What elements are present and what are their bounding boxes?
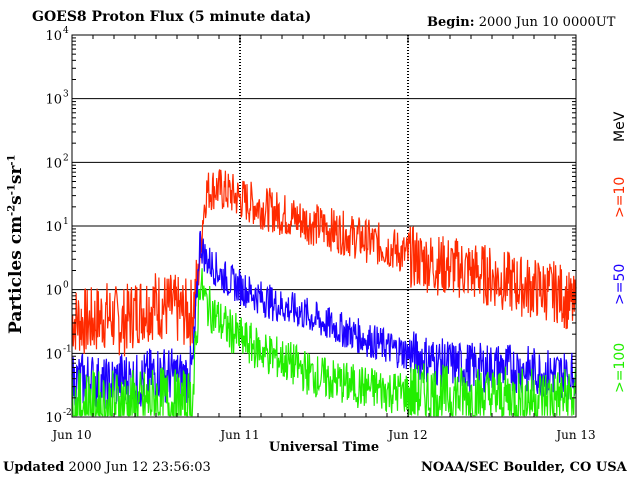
y-tick-exponent-1: -1 xyxy=(63,344,72,354)
updated-value: 2000 Jun 12 23:56:03 xyxy=(68,460,211,475)
begin-date: Begin: 2000 Jun 10 0000UT xyxy=(427,15,615,30)
x-tick-label-1: Jun 11 xyxy=(218,428,259,442)
y-tick-label-0: 10 xyxy=(45,411,62,426)
y-tick-label-1: 10 xyxy=(45,347,62,362)
y-tick-exponent-0: -2 xyxy=(63,408,72,418)
y-tick-exponent-5: 3 xyxy=(63,90,69,100)
begin-value: 2000 Jun 10 0000UT xyxy=(478,15,616,30)
series-line-ge10 xyxy=(71,169,577,357)
chart-title: GOES8 Proton Flux (5 minute data) xyxy=(32,9,312,25)
begin-label: Begin: xyxy=(427,15,475,30)
legend-ge50: >=50 xyxy=(612,263,628,305)
y-tick-exponent-2: 0 xyxy=(63,281,69,291)
y-tick-exponent-3: 1 xyxy=(63,217,69,227)
y-axis-title-particles: Particles cm-2s-1sr-1 xyxy=(6,154,26,335)
legend-unit: MeV xyxy=(612,111,628,142)
x-tick-label-0: Jun 10 xyxy=(50,428,91,442)
y-tick-label-4: 10 xyxy=(45,156,62,171)
updated-stamp: Updated 2000 Jun 12 23:56:03 xyxy=(3,460,211,475)
y-tick-label-5: 10 xyxy=(45,93,62,108)
y-tick-label-3: 10 xyxy=(45,220,62,235)
x-tick-label-2: Jun 12 xyxy=(386,428,427,442)
y-axis-title: Particles cm-2s-1sr-1 xyxy=(6,155,26,335)
x-axis-title: Universal Time xyxy=(269,440,379,455)
chart-series xyxy=(71,169,577,418)
data-source: NOAA/SEC Boulder, CO USA xyxy=(421,460,627,475)
x-tick-label-3: Jun 13 xyxy=(554,428,595,442)
updated-label: Updated xyxy=(3,460,65,475)
legend-ge10: >=10 xyxy=(612,176,628,218)
y-tick-label-2: 10 xyxy=(45,284,62,299)
legend-ge100: >=100 xyxy=(612,342,628,393)
y-tick-exponent-6: 4 xyxy=(63,26,69,36)
y-tick-exponent-4: 2 xyxy=(63,153,69,163)
y-tick-label-6: 10 xyxy=(45,29,62,44)
